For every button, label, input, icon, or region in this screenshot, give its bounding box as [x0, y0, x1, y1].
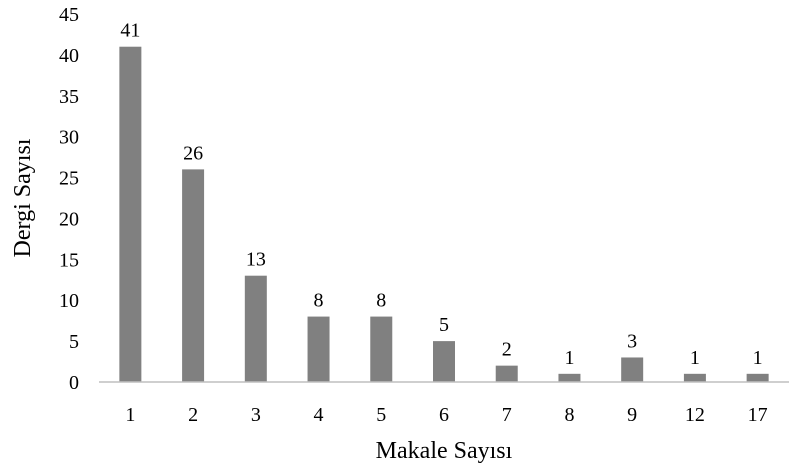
x-tick-label: 6 [439, 404, 449, 426]
data-label: 1 [753, 347, 763, 369]
y-tick-label: 15 [59, 249, 79, 271]
x-tick-label: 3 [251, 404, 261, 426]
bar [119, 46, 142, 382]
x-axis-title: Makale Sayısı [376, 438, 513, 464]
y-tick-label: 35 [59, 86, 79, 108]
x-tick-label: 5 [376, 404, 386, 426]
bar [307, 316, 330, 382]
bar [495, 365, 518, 382]
y-tick-label: 25 [59, 168, 79, 190]
data-label: 41 [120, 20, 140, 42]
bar [683, 373, 706, 382]
x-tick-label: 4 [314, 404, 324, 426]
data-label: 1 [564, 347, 574, 369]
data-label: 5 [439, 314, 449, 336]
bar [433, 341, 455, 382]
x-tick-label: 9 [627, 404, 637, 426]
x-axis-ticks: 1 2 3 4 5 6 7 8 9 12 17 [125, 404, 767, 426]
x-tick-label: 17 [748, 404, 768, 426]
bar [244, 275, 267, 382]
y-axis-ticks: 0 5 10 15 20 25 30 35 40 45 [59, 4, 79, 394]
x-tick-label: 8 [564, 404, 574, 426]
y-axis-title: Dergi Sayısı [10, 138, 36, 257]
x-tick-label: 2 [188, 404, 198, 426]
bar [621, 357, 644, 382]
bar [746, 373, 769, 382]
bar [182, 169, 205, 382]
data-label: 8 [376, 290, 386, 312]
y-tick-label: 0 [69, 372, 79, 394]
y-tick-label: 20 [59, 208, 79, 230]
x-tick-label: 1 [125, 404, 135, 426]
y-tick-label: 45 [59, 4, 79, 26]
y-tick-label: 10 [59, 290, 79, 312]
bar [558, 373, 581, 382]
data-label: 8 [314, 290, 324, 312]
x-tick-label: 12 [685, 404, 705, 426]
bar [370, 316, 393, 382]
y-tick-label: 30 [59, 127, 79, 149]
y-tick-label: 40 [59, 45, 79, 67]
x-tick-label: 7 [502, 404, 512, 426]
data-label: 26 [183, 142, 203, 164]
data-label: 2 [502, 339, 512, 361]
bars-group [119, 46, 769, 382]
data-label: 1 [690, 347, 700, 369]
y-tick-label: 5 [69, 331, 79, 353]
data-label: 13 [246, 249, 266, 271]
data-label: 3 [627, 330, 637, 352]
